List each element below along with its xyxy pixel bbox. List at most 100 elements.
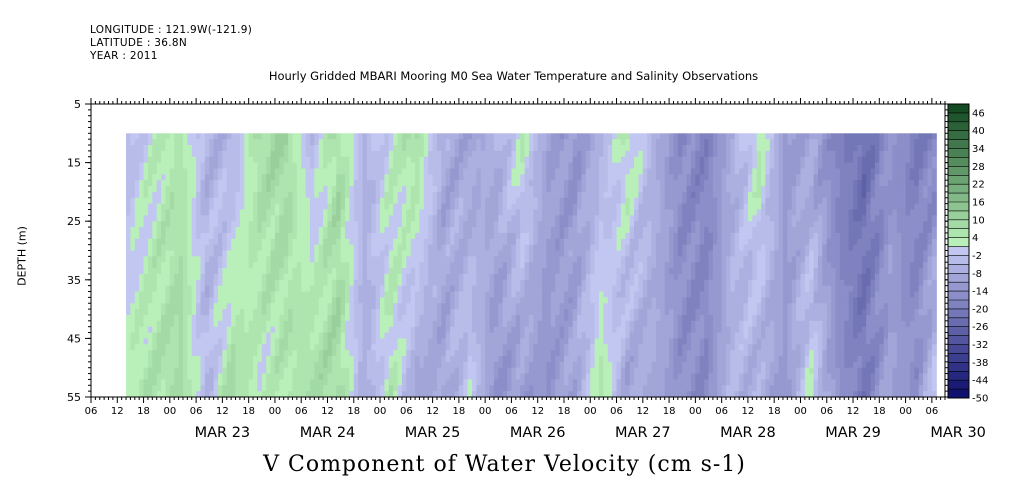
- heatmap-cell: [563, 373, 569, 381]
- heatmap-cell: [147, 174, 153, 181]
- heatmap-cell: [235, 250, 241, 257]
- heatmap-cell: [515, 367, 521, 375]
- heatmap-cell: [274, 367, 280, 375]
- heatmap-cell: [581, 238, 587, 246]
- heatmap-cell: [209, 232, 215, 240]
- heatmap-cell: [235, 145, 241, 152]
- heatmap-cell: [358, 244, 364, 252]
- heatmap-cell: [358, 291, 364, 298]
- heatmap-cell: [502, 344, 508, 351]
- heatmap-cell: [585, 238, 591, 246]
- heatmap-cell: [362, 262, 368, 269]
- heatmap-cell: [397, 244, 403, 252]
- heatmap-cell: [485, 203, 491, 211]
- heatmap-cell: [467, 355, 473, 363]
- heatmap-cell: [498, 361, 504, 369]
- heatmap-cell: [388, 320, 394, 328]
- heatmap-cell: [511, 361, 517, 369]
- heatmap-cell: [266, 309, 272, 316]
- heatmap-cell: [261, 133, 267, 140]
- heatmap-cell: [585, 273, 591, 281]
- heatmap-cell: [222, 238, 228, 246]
- heatmap-cell: [296, 168, 302, 175]
- heatmap-cell: [410, 133, 416, 140]
- heatmap-cell: [467, 379, 473, 386]
- heatmap-cell: [301, 373, 307, 381]
- heatmap-cell: [528, 150, 534, 158]
- heatmap-cell: [458, 391, 464, 398]
- heatmap-cell: [366, 262, 372, 269]
- heatmap-cell: [288, 326, 294, 334]
- heatmap-cell: [301, 297, 307, 304]
- heatmap-cell: [428, 291, 434, 298]
- heatmap-cell: [305, 303, 311, 310]
- heatmap-cell: [581, 209, 587, 216]
- heatmap-cell: [353, 238, 359, 246]
- heatmap-cell: [296, 285, 302, 293]
- heatmap-cell: [559, 314, 565, 322]
- heatmap-cell: [507, 191, 513, 199]
- heatmap-cell: [463, 391, 469, 398]
- heatmap-cell: [196, 133, 202, 140]
- heatmap-cell: [607, 297, 613, 304]
- heatmap-cell: [441, 256, 447, 263]
- heatmap-cell: [423, 227, 429, 234]
- heatmap-cell: [283, 244, 289, 252]
- heatmap-cell: [410, 250, 416, 257]
- heatmap-cell: [235, 150, 241, 158]
- heatmap-cell: [550, 256, 556, 263]
- heatmap-cell: [498, 221, 504, 228]
- heatmap-cell: [585, 291, 591, 298]
- heatmap-cell: [599, 162, 604, 170]
- heatmap-cell: [415, 150, 421, 158]
- heatmap-cell: [340, 332, 346, 339]
- heatmap-cell: [577, 367, 583, 375]
- heatmap-cell: [546, 373, 552, 381]
- heatmap-cell: [305, 162, 311, 170]
- heatmap-cell: [511, 268, 517, 275]
- heatmap-cell: [515, 326, 521, 334]
- heatmap-cell: [507, 180, 513, 187]
- heatmap-cell: [546, 180, 552, 187]
- heatmap-cell: [292, 162, 298, 170]
- heatmap-cell: [139, 209, 145, 216]
- heatmap-cell: [476, 186, 482, 193]
- heatmap-cell: [318, 156, 324, 164]
- heatmap-cell: [196, 379, 202, 386]
- heatmap-cell: [331, 268, 337, 275]
- heatmap-cell: [274, 273, 280, 281]
- heatmap-cell: [178, 238, 184, 246]
- heatmap-cell: [283, 250, 289, 257]
- heatmap-cell: [161, 209, 167, 216]
- heatmap-cell: [607, 168, 613, 175]
- heatmap-cell: [191, 145, 197, 152]
- heatmap-cell: [288, 320, 294, 328]
- heatmap-cell: [489, 191, 495, 199]
- heatmap-cell: [218, 285, 223, 293]
- heatmap-cell: [502, 232, 508, 240]
- heatmap-cell: [213, 156, 219, 164]
- heatmap-cell: [283, 332, 289, 339]
- heatmap-cell: [279, 355, 285, 363]
- heatmap-cell: [340, 320, 346, 328]
- heatmap-cell: [152, 391, 158, 398]
- heatmap-cell: [165, 244, 171, 252]
- heatmap-cell: [563, 332, 569, 339]
- heatmap-cell: [366, 309, 372, 316]
- heatmap-cell: [345, 262, 350, 269]
- heatmap-cell: [174, 221, 180, 228]
- heatmap-cell: [156, 391, 162, 398]
- heatmap-cell: [563, 256, 569, 263]
- heatmap-cell: [353, 209, 359, 216]
- heatmap-cell: [126, 379, 132, 386]
- heatmap-cell: [458, 314, 464, 322]
- heatmap-cell: [314, 133, 320, 140]
- heatmap-cell: [577, 174, 583, 181]
- heatmap-cell: [309, 355, 315, 363]
- heatmap-cell: [239, 279, 245, 287]
- heatmap-cell: [480, 197, 486, 205]
- heatmap-cell: [463, 291, 469, 298]
- heatmap-cell: [528, 262, 534, 269]
- heatmap-cell: [603, 168, 609, 175]
- heatmap-cell: [436, 350, 442, 357]
